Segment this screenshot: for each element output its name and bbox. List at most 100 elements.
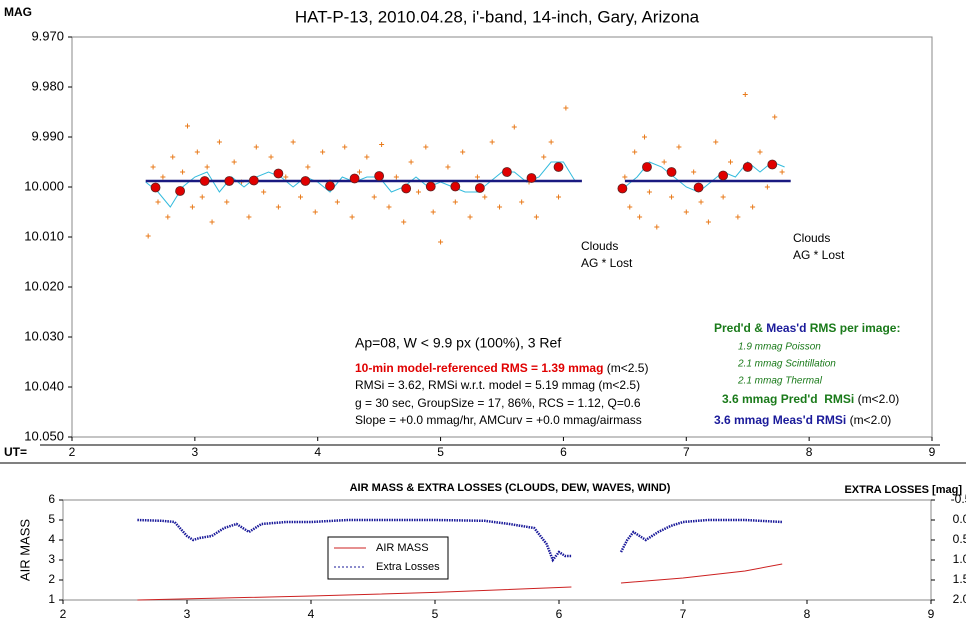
annotation: Pred'd & Meas'd RMS per image: <box>714 321 900 335</box>
bottom-title: AIR MASS & EXTRA LOSSES (CLOUDS, DEW, WA… <box>350 482 671 494</box>
group-mean <box>150 182 161 193</box>
legend-label: AIR MASS <box>376 542 429 554</box>
data-point <box>705 219 711 225</box>
group-mean <box>666 167 677 177</box>
data-point <box>401 219 407 225</box>
y2-tick-label: -0.5 <box>951 492 966 506</box>
data-point <box>160 174 166 180</box>
annotation: 3.6 mmag Meas'd RMSi (m<2.0) <box>714 413 891 427</box>
group-mean <box>175 186 186 196</box>
annotation: 3.6 mmag Pred'd RMSi <box>722 392 854 406</box>
data-point <box>170 154 176 160</box>
data-point <box>231 159 237 165</box>
annotation: (m<2.5) <box>603 361 648 375</box>
group-mean <box>526 173 537 183</box>
data-point <box>438 239 444 245</box>
x-tick-label: 8 <box>804 607 811 621</box>
data-point <box>772 114 778 120</box>
data-point <box>371 194 377 200</box>
data-point <box>268 154 274 160</box>
annotation: Clouds <box>581 239 618 253</box>
y-tick-label: 10.020 <box>24 278 64 293</box>
data-point <box>654 224 660 230</box>
group-mean <box>199 176 210 186</box>
annotation: 3.6 mmag Meas'd RMSi <box>714 413 846 427</box>
annotation: Clouds <box>793 231 830 245</box>
data-point <box>720 194 726 200</box>
data-point <box>199 194 205 200</box>
legend-box <box>327 536 449 580</box>
data-point <box>683 209 689 215</box>
data-point <box>393 174 399 180</box>
annotation: (m<2.0) <box>846 413 891 427</box>
data-point <box>698 199 704 205</box>
annotation: (m<2.0) <box>854 392 899 406</box>
x-tick-label: 4 <box>308 607 315 621</box>
data-point <box>423 144 429 150</box>
data-point <box>145 233 151 239</box>
group-mean <box>742 162 753 172</box>
data-point <box>204 164 210 170</box>
x-tick-label: 7 <box>680 607 687 621</box>
x-tick-label: 5 <box>437 445 444 459</box>
data-point <box>541 154 547 160</box>
annotation: 3.6 mmag Pred'd RMSi (m<2.0) <box>722 392 899 406</box>
series-line <box>137 563 783 601</box>
annotation: g = 30 sec, GroupSize = 17, 86%, RCS = 1… <box>355 396 641 410</box>
data-point <box>209 219 215 225</box>
x-tick-label: 3 <box>192 445 199 459</box>
data-point <box>246 214 252 220</box>
y2-tick-label: 1.0 <box>953 552 966 566</box>
annotation: & <box>751 321 766 335</box>
annotation: AG * Lost <box>793 248 845 262</box>
annotation: 10-min model-referenced RMS = 1.39 mmag … <box>355 361 648 375</box>
data-point <box>379 142 385 147</box>
data-point <box>224 199 230 205</box>
data-point <box>194 149 200 155</box>
data-point <box>474 174 480 180</box>
group-mean <box>767 159 778 170</box>
y-axis-label: AIR MASS <box>17 519 32 581</box>
group-mean <box>248 175 259 186</box>
data-point <box>216 139 222 145</box>
x-axis-label: UT= <box>4 445 27 459</box>
annotation: AG * Lost <box>581 256 633 270</box>
data-point <box>622 174 628 180</box>
y2-tick-label: 2.0 <box>953 592 966 606</box>
y-tick-label: 5 <box>48 512 55 526</box>
y-tick-label: 6 <box>48 492 55 506</box>
data-point <box>283 174 289 180</box>
data-point <box>467 214 473 220</box>
x-tick-label: 8 <box>806 445 813 459</box>
annotation: Ap=08, W < 9.9 px (100%), 3 Ref <box>355 335 561 351</box>
y-tick-label: 4 <box>48 532 55 546</box>
data-point <box>364 154 370 160</box>
y-tick-label: 10.000 <box>24 178 64 193</box>
data-point <box>779 169 785 175</box>
data-point <box>533 214 539 220</box>
data-point <box>349 214 355 220</box>
data-point <box>445 164 451 170</box>
data-point <box>511 124 517 130</box>
y2-tick-label: 1.5 <box>953 572 966 586</box>
data-point <box>184 123 190 129</box>
data-point <box>691 169 697 175</box>
data-point <box>713 139 719 145</box>
y-tick-label: 10.030 <box>24 328 64 343</box>
x-tick-label: 7 <box>683 445 690 459</box>
x-tick-label: 2 <box>60 607 67 621</box>
data-point <box>757 149 763 155</box>
annotation: 2.1 mmag Thermal <box>737 376 823 387</box>
group-mean <box>693 182 704 193</box>
annotation: Slope = +0.0 mmag/hr, AMCurv = +0.0 mmag… <box>355 413 642 427</box>
x-tick-label: 6 <box>556 607 563 621</box>
y-tick-label: 9.970 <box>31 28 64 43</box>
group-mean <box>450 181 461 192</box>
group-mean <box>401 183 412 194</box>
x-tick-label: 9 <box>928 607 935 621</box>
data-point <box>253 144 259 150</box>
x-tick-label: 4 <box>314 445 321 459</box>
data-point <box>452 199 458 205</box>
